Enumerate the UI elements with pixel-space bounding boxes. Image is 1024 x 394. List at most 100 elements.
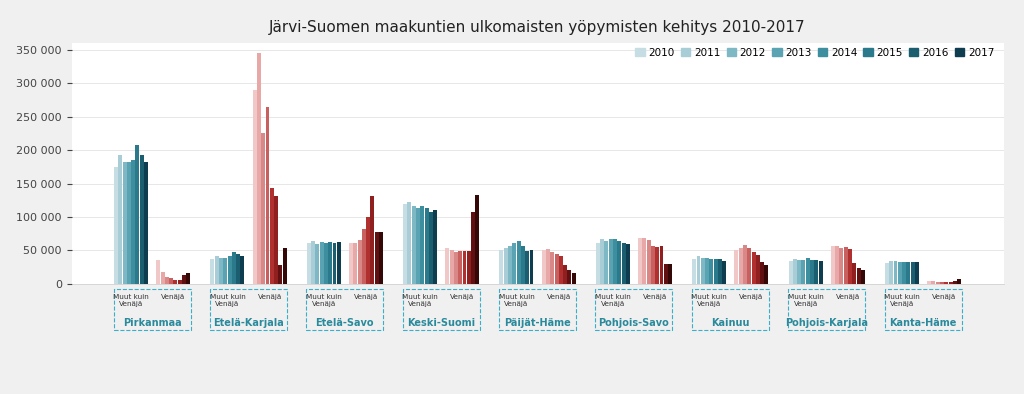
Bar xyxy=(210,259,214,284)
Text: Etelä-Karjala: Etelä-Karjala xyxy=(213,318,284,328)
Text: Pohjois-Karjala: Pohjois-Karjala xyxy=(785,318,868,328)
Bar xyxy=(119,155,122,284)
Bar xyxy=(114,167,118,284)
Bar xyxy=(840,248,844,284)
Bar xyxy=(161,272,165,284)
Bar xyxy=(131,160,135,284)
Legend: 2010, 2011, 2012, 2013, 2014, 2015, 2016, 2017: 2010, 2011, 2012, 2013, 2014, 2015, 2016… xyxy=(631,44,998,62)
Bar xyxy=(710,259,714,284)
Bar xyxy=(375,232,379,284)
Bar xyxy=(932,281,935,284)
Bar xyxy=(802,260,806,284)
Text: Muut kuin
Venäjä: Muut kuin Venäjä xyxy=(402,294,438,307)
Bar xyxy=(638,238,642,284)
Bar xyxy=(613,239,617,284)
Bar xyxy=(425,208,428,284)
Bar xyxy=(353,243,357,284)
Text: Venäjä: Venäjä xyxy=(836,294,860,300)
Text: Etelä-Savo: Etelä-Savo xyxy=(315,318,374,328)
Bar xyxy=(361,229,366,284)
Bar xyxy=(692,259,696,284)
Bar xyxy=(127,162,131,284)
Bar xyxy=(936,282,940,284)
Text: Pohjois-Savo: Pohjois-Savo xyxy=(599,318,670,328)
Bar xyxy=(760,262,764,284)
Text: Venäjä: Venäjä xyxy=(643,294,668,300)
Bar xyxy=(836,245,839,284)
Text: Muut kuin
Venäjä: Muut kuin Venäjä xyxy=(210,294,246,307)
Bar xyxy=(475,195,479,284)
Text: Venäjä: Venäjä xyxy=(451,294,474,300)
Bar xyxy=(664,264,668,284)
Bar xyxy=(743,245,746,284)
Bar xyxy=(608,239,612,284)
Bar xyxy=(596,243,600,284)
Bar xyxy=(324,243,328,284)
Bar xyxy=(957,279,962,284)
Bar xyxy=(306,289,383,331)
Bar xyxy=(894,261,897,284)
Bar xyxy=(357,240,361,284)
Bar xyxy=(454,252,458,284)
Bar xyxy=(651,246,655,284)
Bar xyxy=(311,241,315,284)
Bar xyxy=(178,281,181,284)
Bar xyxy=(596,289,673,331)
Bar xyxy=(433,210,437,284)
Bar xyxy=(265,107,269,284)
Bar xyxy=(283,248,287,284)
Bar xyxy=(940,282,944,284)
Bar xyxy=(500,250,504,284)
Bar xyxy=(261,134,265,284)
Bar xyxy=(499,289,577,331)
Bar xyxy=(600,239,604,284)
Bar xyxy=(420,206,424,284)
Bar xyxy=(467,251,471,284)
Bar xyxy=(223,258,227,284)
Bar xyxy=(237,254,240,284)
Bar xyxy=(915,262,919,284)
Bar xyxy=(279,265,283,284)
Bar xyxy=(788,261,793,284)
Bar xyxy=(546,249,550,284)
Bar xyxy=(696,256,700,284)
Bar xyxy=(307,243,310,284)
Text: Venäjä: Venäjä xyxy=(161,294,185,300)
Bar xyxy=(458,251,462,284)
Bar xyxy=(379,232,383,284)
Bar xyxy=(752,252,756,284)
Bar xyxy=(748,248,752,284)
Bar xyxy=(906,262,910,284)
Bar xyxy=(738,248,742,284)
Bar xyxy=(622,243,626,284)
Bar xyxy=(550,252,554,284)
Bar xyxy=(463,251,467,284)
Bar xyxy=(810,260,814,284)
Bar xyxy=(504,248,508,284)
Bar xyxy=(953,281,956,284)
Text: Venäjä: Venäjä xyxy=(547,294,570,300)
Text: Venäjä: Venäjä xyxy=(932,294,956,300)
Text: Keski-Suomi: Keski-Suomi xyxy=(408,318,475,328)
Bar xyxy=(852,263,856,284)
Bar xyxy=(927,281,931,284)
Bar xyxy=(898,262,902,284)
Bar xyxy=(830,245,835,284)
Bar xyxy=(714,259,718,284)
Bar xyxy=(173,280,177,284)
Bar xyxy=(445,248,450,284)
Bar xyxy=(844,247,848,284)
Bar xyxy=(471,212,475,284)
Bar xyxy=(806,258,810,284)
Bar xyxy=(123,162,127,284)
Bar xyxy=(333,243,337,284)
Bar xyxy=(231,252,236,284)
Bar xyxy=(944,282,948,284)
Bar xyxy=(182,275,186,284)
Bar xyxy=(512,243,516,284)
Bar xyxy=(371,195,375,284)
Bar xyxy=(647,240,650,284)
Text: Muut kuin
Venäjä: Muut kuin Venäjä xyxy=(113,294,148,307)
Bar xyxy=(517,241,520,284)
Bar xyxy=(367,217,370,284)
